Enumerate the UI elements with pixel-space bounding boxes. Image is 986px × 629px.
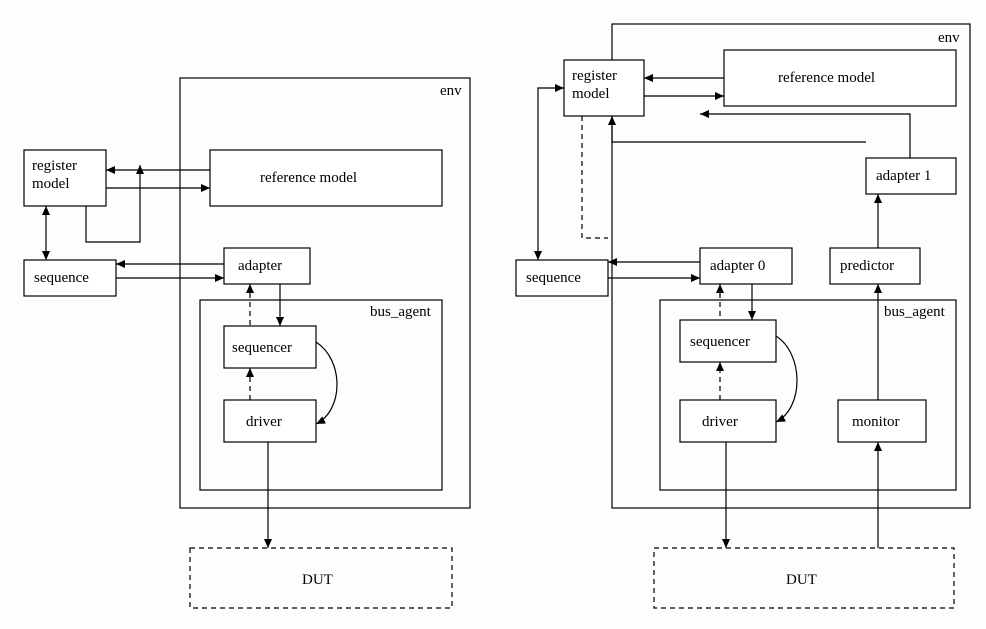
label-R_regmdl-0: register — [572, 68, 617, 84]
label-R_refmdl: reference model — [778, 70, 875, 86]
label-R_regmdl-1: model — [572, 86, 610, 102]
label-R_sqncr: sequencer — [690, 334, 750, 350]
label-L_adapter: adapter — [238, 258, 282, 274]
label-R_adpt1: adapter 1 — [876, 168, 931, 184]
label-R_seq: sequence — [526, 270, 581, 286]
label-L_busag: bus_agent — [370, 304, 432, 320]
label-R_dut: DUT — [786, 572, 817, 588]
label-L_sqncr: sequencer — [232, 340, 292, 356]
label-R_pred: predictor — [840, 258, 894, 274]
label-L_env: env — [440, 83, 462, 99]
label-R_adpt0: adapter 0 — [710, 258, 765, 274]
label-L_dut: DUT — [302, 572, 333, 588]
label-R_busag: bus_agent — [884, 304, 946, 320]
label-R_env: env — [938, 30, 960, 46]
label-L_seq: sequence — [34, 270, 89, 286]
label-R_monitor: monitor — [852, 414, 900, 430]
label-L_refmdl: reference model — [260, 170, 357, 186]
label-L_regmdl-0: register — [32, 158, 77, 174]
label-L_driver: driver — [246, 414, 282, 430]
label-L_regmdl-1: model — [32, 176, 70, 192]
label-R_driver: driver — [702, 414, 738, 430]
